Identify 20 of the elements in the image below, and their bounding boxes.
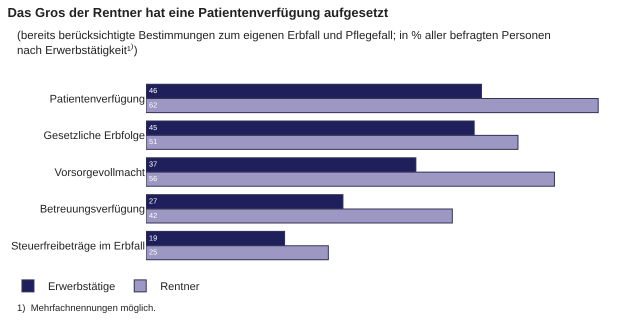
chart-subtitle: (bereits berücksichtigte Bestimmungen zum eigenen Erbfall und Pflegefall; in % aller befragten Personen nach Erwerbstätigkeit¹⁾) [17,30,551,57]
chart-title: Das Gros der Rentner hat eine Patientenverfügung aufgesetzt [8,5,389,20]
text: 1) Mehrfachnennungen möglich. [17,303,156,314]
y-tick-label: Betreuungsverfügung [40,204,145,216]
data-label: 56 [149,174,158,184]
data-label: 25 [149,248,158,257]
data-label: 46 [149,86,158,96]
data-label: 42 [149,210,158,220]
y-tick-label: Steuerfreibeträge im Erbfall [11,240,145,252]
y-tick-label: Gesetzliche Erbfolge [44,130,145,142]
data-label: 62 [149,100,158,110]
legend-label: Rentner [160,281,200,294]
data-label: 51 [149,137,158,146]
data-label: 37 [149,160,158,169]
y-tick-label: Patientenverfügung [50,93,145,106]
data-label: 45 [149,122,158,132]
data-label: 27 [149,196,158,206]
y-tick-label: Vorsorgevollmacht [54,166,145,179]
data-label: 19 [149,233,158,242]
legend-label: Erwerbstätige [48,281,116,294]
